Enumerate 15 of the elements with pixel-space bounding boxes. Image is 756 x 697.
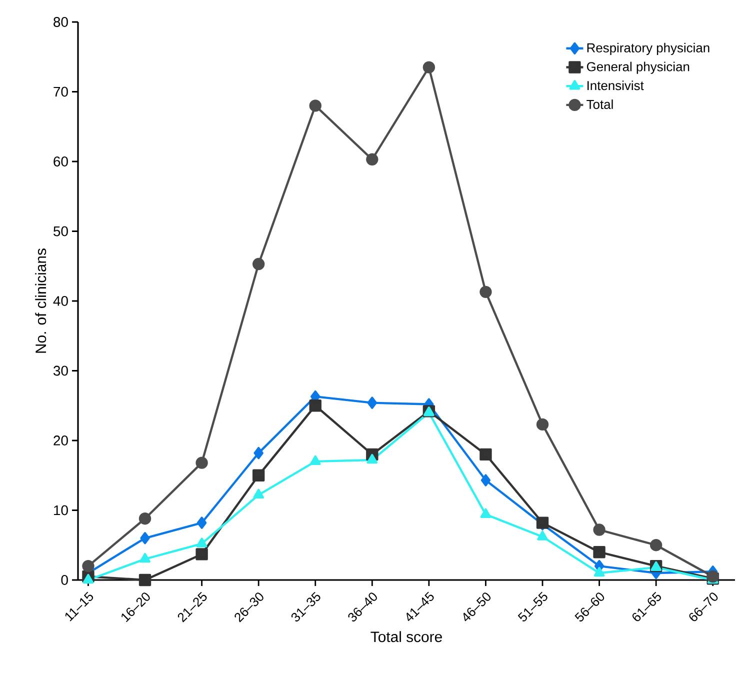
y-tick-label: 20	[54, 436, 68, 446]
x-axis-title: Total score	[370, 631, 442, 642]
y-tick-label: 30	[53, 366, 68, 376]
y-tick-label: 70	[54, 86, 68, 97]
y-tick-label: 0	[61, 575, 68, 585]
legend-label: Intensivist	[588, 80, 644, 90]
legend-label: Respiratory physician	[587, 42, 710, 55]
legend-label: Total	[586, 100, 613, 110]
y-tick-label: 80	[54, 17, 68, 27]
legend-label: General physician	[586, 62, 690, 74]
y-tick-label: 10	[54, 505, 68, 516]
y-tick-label: 40	[53, 296, 68, 306]
y-tick-label: 50	[54, 226, 68, 236]
y-tick-label: 60	[54, 156, 68, 166]
y-axis-title: No. of clinicians	[35, 248, 46, 353]
